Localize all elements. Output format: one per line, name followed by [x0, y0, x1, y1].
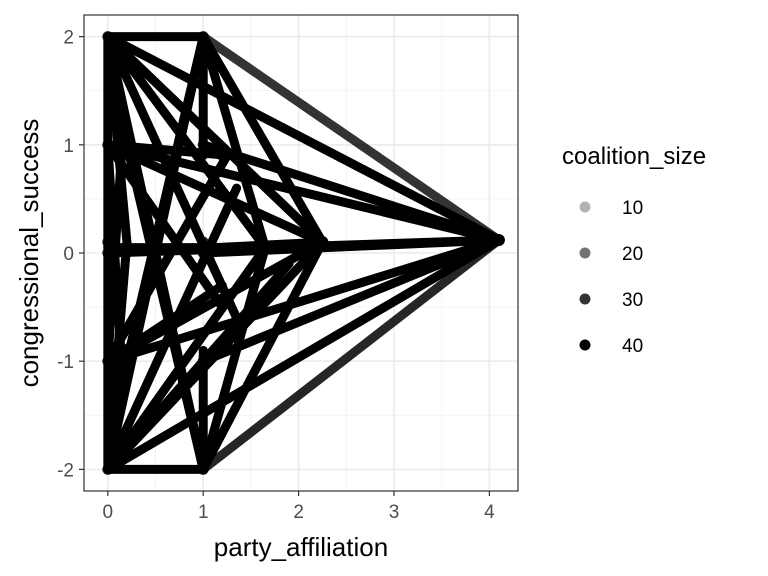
data-point	[197, 236, 209, 248]
series-points	[102, 31, 505, 475]
hub-point	[492, 234, 505, 247]
y-tick-label: 1	[63, 136, 74, 157]
hub-point	[316, 236, 329, 249]
series-line	[103, 183, 242, 474]
series-line	[198, 32, 504, 245]
series-line	[103, 235, 504, 474]
data-point	[102, 355, 114, 367]
series-line	[103, 32, 242, 323]
series-line	[103, 140, 327, 247]
y-tick-label: -1	[57, 352, 74, 373]
data-point	[102, 31, 114, 43]
series-line	[198, 235, 504, 474]
y-axis-title: congressional_success	[14, 119, 44, 388]
data-point	[197, 247, 209, 259]
x-tick-label: 0	[103, 502, 114, 523]
y-tick-label: -2	[57, 460, 74, 481]
data-point	[102, 139, 114, 151]
legend-label: 40	[622, 336, 643, 357]
data-point	[216, 150, 228, 162]
x-tick-label: 4	[484, 502, 495, 523]
series-line	[198, 32, 270, 253]
series-line	[103, 356, 127, 474]
series-line	[103, 32, 270, 253]
legend-key	[579, 201, 591, 213]
series-line	[198, 32, 327, 247]
y-tick-label: 2	[63, 28, 74, 49]
data-point	[197, 463, 209, 475]
series-line	[198, 235, 504, 258]
legend: coalition_size 10 20 30 40	[562, 143, 706, 357]
y-tick-label: 0	[63, 244, 74, 265]
legend-label: 30	[622, 290, 643, 311]
x-tick-label: 3	[389, 502, 400, 523]
series-line	[103, 140, 227, 312]
legend-key	[579, 247, 591, 259]
data-point	[197, 31, 209, 43]
series-line	[198, 235, 504, 366]
series-line	[103, 151, 232, 366]
x-tick-label: 2	[293, 502, 304, 523]
plot-area	[102, 31, 505, 475]
data-point	[102, 463, 114, 475]
series-line	[122, 140, 208, 474]
data-point	[197, 139, 209, 151]
series-line	[103, 32, 327, 247]
series-line	[103, 259, 294, 474]
x-tick-label: 1	[198, 502, 209, 523]
series-line	[103, 140, 127, 366]
legend-label: 20	[622, 244, 643, 265]
data-point	[102, 247, 114, 259]
series-line	[198, 243, 270, 474]
series-lines	[103, 32, 504, 474]
series-line	[103, 32, 127, 150]
series-line	[103, 243, 270, 474]
series-line	[198, 140, 504, 245]
series-line	[103, 32, 504, 245]
y-axis: 2 1 0 -1 -2	[57, 28, 84, 481]
legend-key	[579, 339, 591, 351]
legend-key	[579, 293, 591, 305]
x-axis-title: party_affiliation	[214, 532, 388, 562]
series-line	[198, 237, 327, 474]
x-axis: 0 1 2 3 4	[103, 491, 495, 523]
series-line	[122, 32, 208, 366]
hub-point	[259, 241, 272, 254]
data-point	[102, 236, 114, 248]
legend-title: coalition_size	[562, 143, 706, 170]
legend-label: 10	[622, 198, 643, 219]
data-point	[197, 355, 209, 367]
